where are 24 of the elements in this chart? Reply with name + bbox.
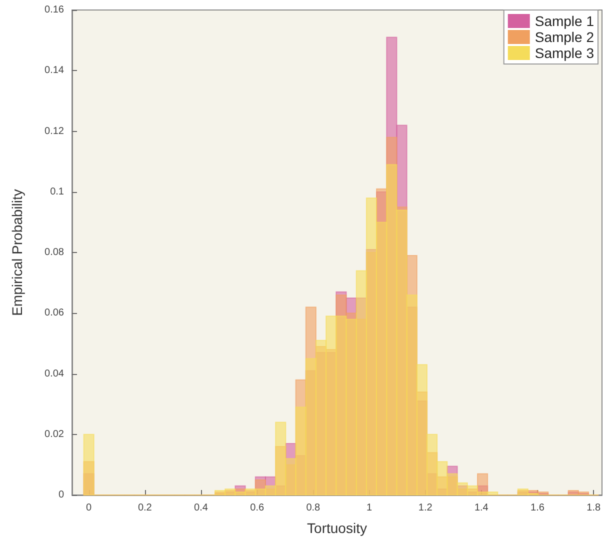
y-tick-label: 0.1: [50, 186, 64, 198]
y-tick-label: 0.02: [44, 428, 64, 440]
y-tick-label: 0.04: [44, 368, 64, 380]
x-tick-label: 0.2: [138, 502, 152, 514]
y-tick-label: 0.16: [44, 4, 64, 16]
legend-label: Sample 3: [534, 45, 594, 61]
y-axis-title: Empirical Probability: [9, 189, 25, 316]
x-tick-label: 0.4: [194, 502, 208, 514]
x-tick-label: 1.8: [586, 502, 601, 514]
x-tick-label: 0.6: [250, 502, 264, 514]
x-tick-label: 0.8: [306, 502, 321, 514]
x-axis-title: Tortuosity: [307, 520, 367, 536]
y-tick-label: 0.14: [44, 65, 64, 76]
y-tick-label: 0.08: [44, 247, 64, 258]
x-tick-label: 1.4: [474, 502, 489, 514]
x-tick-label: 1.6: [530, 502, 545, 514]
y-tick-label: 0.12: [44, 126, 64, 137]
legend-label: Sample 1: [534, 13, 594, 29]
x-tick-label: 1.2: [418, 502, 433, 514]
x-tick-label: 1: [366, 502, 372, 514]
legend-label: Sample 2: [534, 29, 594, 45]
x-tick-label: 0: [86, 502, 92, 514]
y-tick-label: 0.06: [44, 308, 64, 319]
y-tick-label: 0: [58, 490, 64, 500]
